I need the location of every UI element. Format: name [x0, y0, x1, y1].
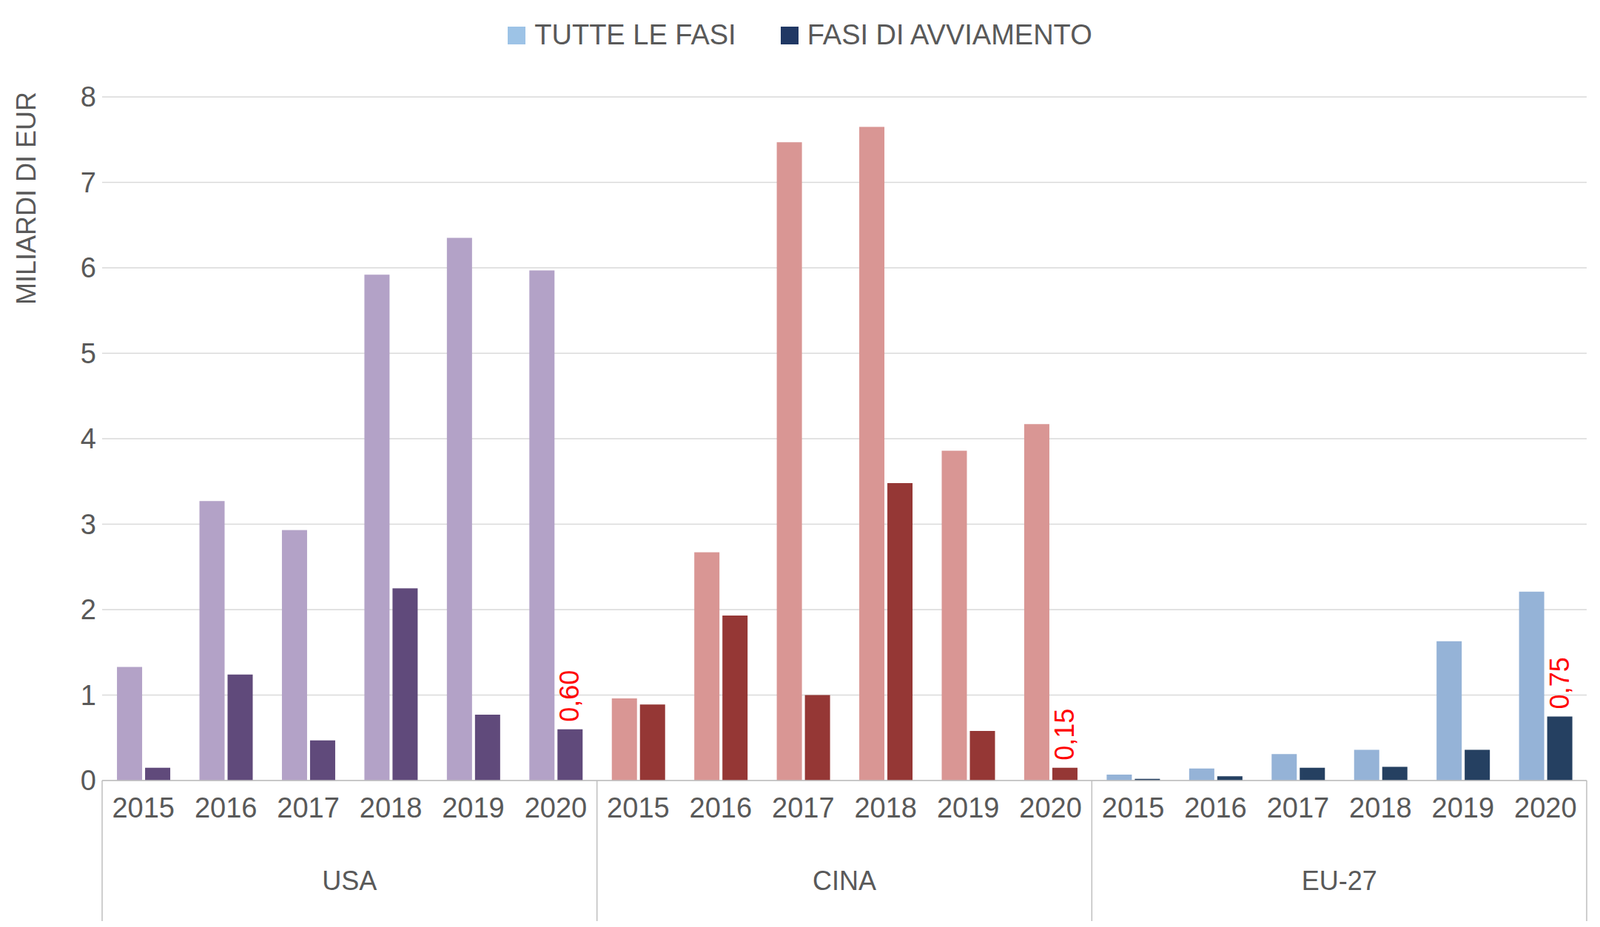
svg-text:2019: 2019: [1432, 792, 1495, 824]
svg-text:3: 3: [80, 509, 97, 541]
svg-text:5: 5: [80, 338, 97, 370]
svg-text:1: 1: [80, 680, 97, 712]
svg-text:4: 4: [80, 423, 97, 455]
html-text:FASI DI AVVIAMENTO: FASI DI AVVIAMENTO: [807, 19, 1093, 51]
svg-text:2020: 2020: [1019, 792, 1082, 824]
svg-text:2015: 2015: [606, 792, 670, 824]
svg-text:2016: 2016: [689, 792, 753, 824]
svg-text:2017: 2017: [771, 792, 835, 824]
svg-text:0: 0: [80, 765, 97, 797]
svg-text:CINA: CINA: [812, 865, 877, 897]
svg-text:2019: 2019: [936, 792, 1000, 824]
svg-text:MILIARDI DI EUR: MILIARDI DI EUR: [11, 91, 42, 305]
svg-text:2017: 2017: [276, 792, 340, 824]
svg-text:7: 7: [80, 167, 97, 199]
svg-text:2019: 2019: [441, 792, 505, 824]
svg-text:2018: 2018: [1349, 792, 1413, 824]
html-text:TUTTE LE FASI: TUTTE LE FASI: [534, 19, 737, 51]
svg-text:0,75: 0,75: [1544, 657, 1575, 709]
svg-text:EU-27: EU-27: [1301, 865, 1378, 897]
svg-text:8: 8: [80, 81, 97, 113]
svg-text:2018: 2018: [854, 792, 917, 824]
svg-text:2015: 2015: [1101, 792, 1165, 824]
svg-text:2: 2: [80, 594, 97, 626]
svg-text:6: 6: [80, 252, 97, 284]
svg-text:2018: 2018: [359, 792, 423, 824]
svg-text:2017: 2017: [1266, 792, 1330, 824]
svg-text:2015: 2015: [111, 792, 175, 824]
svg-text:0,60: 0,60: [554, 670, 585, 723]
svg-text:2020: 2020: [524, 792, 588, 824]
svg-text:0,15: 0,15: [1049, 708, 1080, 761]
svg-text:2020: 2020: [1514, 792, 1578, 824]
svg-text:2016: 2016: [1184, 792, 1247, 824]
svg-text:2016: 2016: [194, 792, 258, 824]
svg-text:USA: USA: [321, 865, 377, 897]
